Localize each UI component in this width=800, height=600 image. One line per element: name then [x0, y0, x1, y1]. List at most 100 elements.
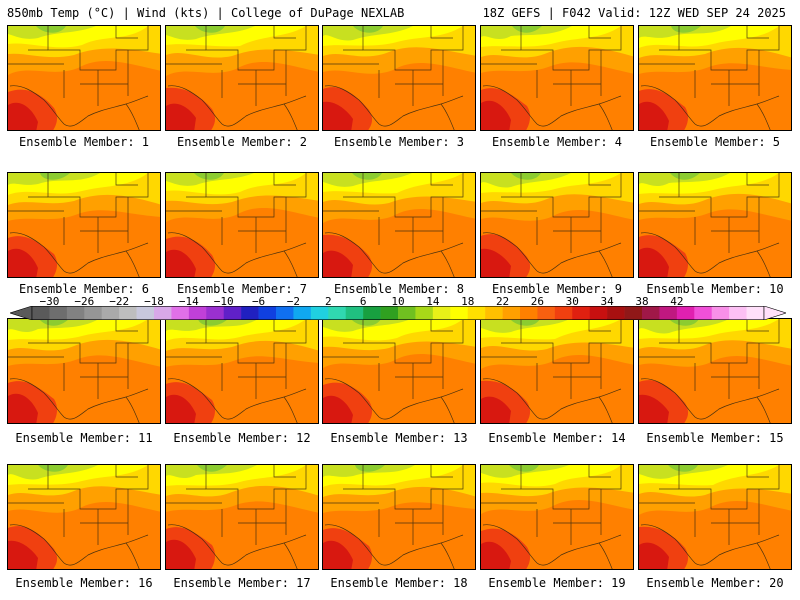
ensemble-member-map: [7, 464, 161, 570]
colorbar-segment: [258, 306, 277, 320]
colorbar-segment: [607, 306, 625, 320]
ensemble-member-caption: Ensemble Member: 12: [173, 431, 311, 445]
colorbar-segment: [520, 306, 538, 320]
ensemble-member-caption: Ensemble Member: 6: [18, 282, 150, 296]
ensemble-member-caption: Ensemble Member: 19: [488, 576, 626, 590]
colorbar-tick-label: 2: [324, 295, 332, 308]
colorbar-segment: [241, 306, 259, 320]
colorbar-segment: [589, 306, 608, 320]
ensemble-member-map: [165, 172, 319, 278]
colorbar-segment: [188, 306, 207, 320]
ensemble-member-map: [322, 464, 476, 570]
ensemble-member-map: [7, 318, 161, 424]
colorbar-tick-label: 18: [461, 295, 475, 308]
colorbar-segment: [694, 306, 713, 320]
ensemble-member-map: [322, 25, 476, 131]
colorbar-segment: [345, 306, 364, 320]
colorbar-tick-label: 42: [670, 295, 684, 308]
colorbar-segment: [101, 306, 120, 320]
ensemble-member-map: [638, 464, 792, 570]
colorbar-segment: [746, 306, 765, 320]
colorbar-segment: [485, 306, 503, 320]
ensemble-member-caption: Ensemble Member: 20: [646, 576, 784, 590]
colorbar-segment: [642, 306, 660, 320]
colorbar-segment: [624, 306, 643, 320]
colorbar-segment: [659, 306, 678, 320]
figure-title: 850mb Temp (°C) | Wind (kts) | College o…: [7, 6, 405, 20]
ensemble-member-caption: Ensemble Member: 16: [15, 576, 153, 590]
colorbar-segment: [293, 306, 312, 320]
ensemble-member-caption: Ensemble Member: 17: [173, 576, 311, 590]
colorbar-tick-label: −30: [39, 295, 60, 308]
colorbar-segment: [554, 306, 573, 320]
ensemble-member-caption: Ensemble Member: 18: [330, 576, 468, 590]
colorbar-tick-label: 14: [426, 295, 440, 308]
ensemble-member-caption: Ensemble Member: 14: [488, 431, 626, 445]
ensemble-member-map: [638, 25, 792, 131]
ensemble-member-map: [480, 318, 634, 424]
ensemble-member-map: [638, 318, 792, 424]
colorbar-segment: [49, 306, 68, 320]
ensemble-member-map: [480, 464, 634, 570]
ensemble-member-caption: Ensemble Member: 15: [646, 431, 784, 445]
colorbar-tick-label: −18: [144, 295, 164, 308]
colorbar-tick-label: 26: [530, 295, 545, 308]
colorbar-tick-label: −14: [178, 295, 199, 308]
colorbar-segment: [136, 306, 155, 320]
colorbar-segment: [676, 306, 695, 320]
colorbar-segment: [380, 306, 399, 320]
colorbar-tick-label: 34: [600, 295, 614, 308]
ensemble-member-caption: Ensemble Member: 3: [333, 135, 465, 149]
colorbar-segment: [363, 306, 381, 320]
colorbar-segment: [450, 306, 469, 320]
colorbar-tick-label: −10: [213, 295, 234, 308]
ensemble-member-caption: Ensemble Member: 13: [330, 431, 468, 445]
ensemble-member-map: [7, 172, 161, 278]
ensemble-member-caption: Ensemble Member: 4: [491, 135, 623, 149]
ensemble-member-map: [322, 172, 476, 278]
colorbar-segment: [119, 306, 137, 320]
ensemble-member-caption: Ensemble Member: 9: [491, 282, 623, 296]
colorbar-segment: [84, 306, 103, 320]
colorbar-segment: [572, 306, 591, 320]
colorbar-segment: [467, 306, 486, 320]
colorbar-tick-label: −22: [109, 295, 130, 308]
ensemble-member-caption: Ensemble Member: 8: [333, 282, 465, 296]
colorbar-tick-label: −26: [74, 295, 95, 308]
ensemble-member-map: [165, 318, 319, 424]
colorbar-segment: [310, 306, 329, 320]
ensemble-member-caption: Ensemble Member: 10: [646, 282, 784, 296]
ensemble-member-map: [7, 25, 161, 131]
colorbar-segment: [398, 306, 416, 320]
ensemble-member-map: [322, 318, 476, 424]
colorbar-segment: [432, 306, 451, 320]
colorbar-segment: [328, 306, 347, 320]
colorbar-low-arrow: [10, 306, 33, 320]
colorbar-segment: [537, 306, 556, 320]
colorbar-segment: [206, 306, 225, 320]
colorbar-segment: [729, 306, 747, 320]
colorbar-tick-label: −6: [251, 295, 266, 308]
ensemble-member-map: [480, 25, 634, 131]
colorbar-segment: [276, 306, 294, 320]
colorbar-tick-label: 10: [391, 295, 405, 308]
colorbar-segment: [154, 306, 172, 320]
ensemble-member-caption: Ensemble Member: 5: [649, 135, 781, 149]
colorbar-segment: [66, 306, 85, 320]
colorbar-segment: [711, 306, 730, 320]
colorbar-segment: [502, 306, 521, 320]
ensemble-member-map: [165, 464, 319, 570]
colorbar-tick-label: 6: [359, 295, 367, 308]
ensemble-member-caption: Ensemble Member: 2: [176, 135, 308, 149]
ensemble-member-caption: Ensemble Member: 1: [18, 135, 150, 149]
colorbar-tick-label: 38: [635, 295, 649, 308]
colorbar-tick-label: 30: [565, 295, 579, 308]
ensemble-member-map: [638, 172, 792, 278]
colorbar-segment: [32, 306, 50, 320]
colorbar-segment: [171, 306, 190, 320]
colorbar-segment: [415, 306, 434, 320]
colorbar-segment: [223, 306, 242, 320]
run-valid-time: 18Z GEFS | F042 Valid: 12Z WED SEP 24 20…: [482, 6, 786, 20]
colorbar-tick-label: 22: [495, 295, 510, 308]
colorbar-tick-label: −2: [286, 295, 301, 308]
